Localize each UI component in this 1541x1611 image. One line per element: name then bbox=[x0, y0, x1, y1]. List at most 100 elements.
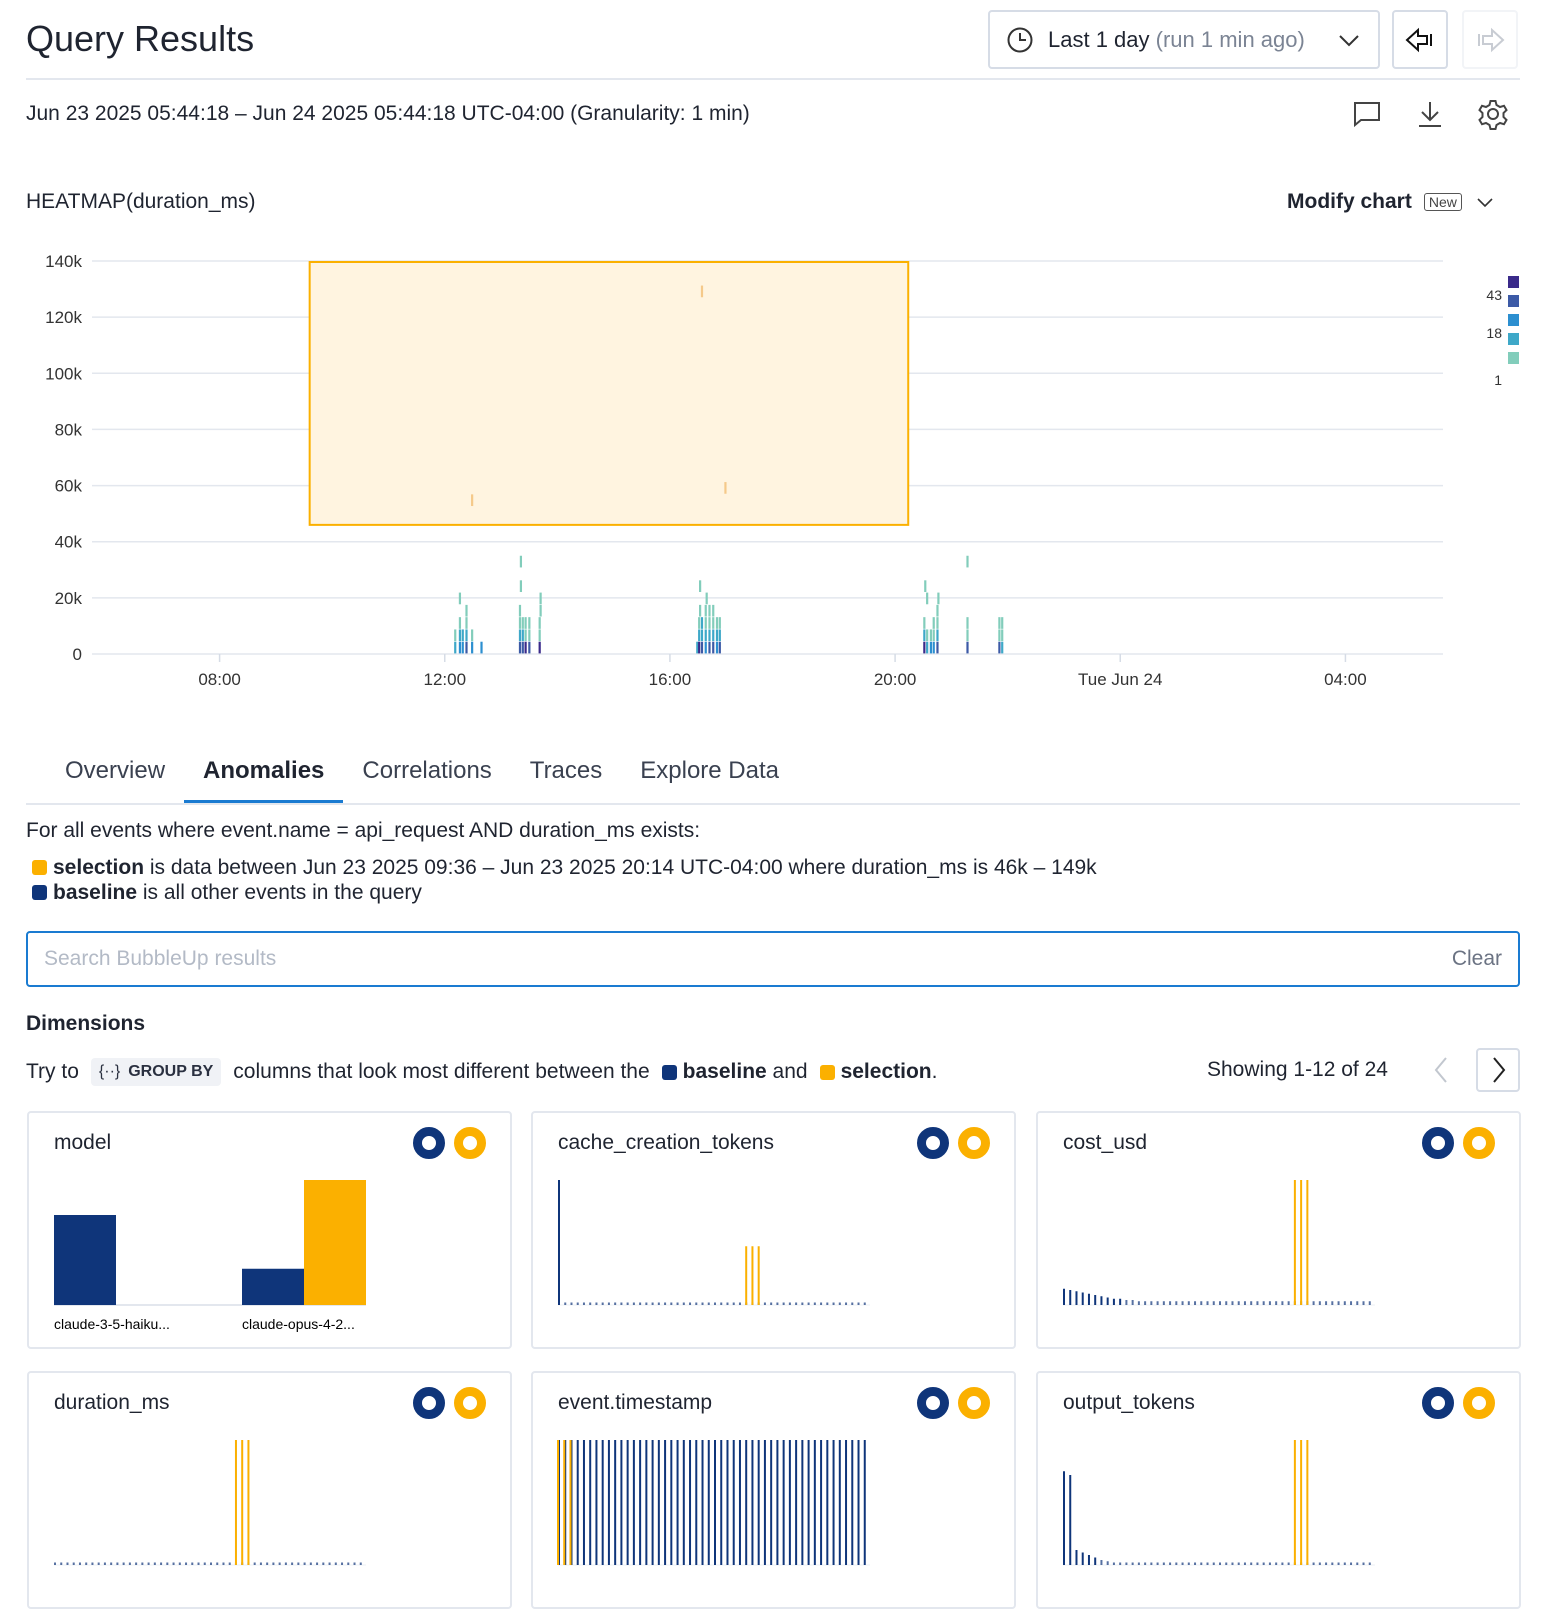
heatmap-cell bbox=[465, 604, 468, 617]
tab-explore-data[interactable]: Explore Data bbox=[640, 757, 780, 784]
heatmap-chart[interactable]: 0 20k 40k 60k 80k 100k 120k 140k 08:00 12:00 16:00… bbox=[0, 240, 1541, 700]
baseline-bar bbox=[1318, 1301, 1321, 1305]
baseline-bar bbox=[210, 1562, 212, 1565]
baseline-swatch bbox=[661, 1064, 677, 1080]
comment-icon[interactable] bbox=[1351, 98, 1383, 130]
baseline-bar bbox=[1106, 1561, 1109, 1565]
baseline-bar bbox=[689, 1440, 692, 1565]
baseline-bar bbox=[1268, 1301, 1271, 1305]
baseline-bar bbox=[1225, 1562, 1228, 1565]
next-page-button[interactable] bbox=[1476, 1048, 1520, 1092]
baseline-bar bbox=[801, 1440, 804, 1565]
heatmap-cell bbox=[966, 617, 969, 629]
clear-button[interactable]: Clear bbox=[1451, 947, 1502, 970]
group-by-hint: Try to {··} GROUP BY columns that look mo… bbox=[26, 1058, 937, 1086]
selection-toggle-icon[interactable] bbox=[454, 1127, 486, 1159]
baseline-bar bbox=[54, 1215, 116, 1305]
baseline-bar bbox=[1256, 1562, 1259, 1565]
selection-toggle-icon[interactable] bbox=[1463, 1127, 1495, 1159]
dimension-card[interactable]: output_tokens bbox=[1036, 1371, 1521, 1609]
baseline-bar bbox=[607, 1440, 610, 1565]
tab-correlations[interactable]: Correlations bbox=[362, 757, 492, 784]
heatmap-cell bbox=[708, 629, 711, 642]
baseline-bar bbox=[626, 1440, 629, 1565]
baseline-bar bbox=[645, 1302, 648, 1305]
baseline-bar bbox=[1181, 1301, 1184, 1305]
baseline-toggle-icon[interactable] bbox=[917, 1127, 949, 1159]
baseline-bar bbox=[222, 1562, 225, 1565]
baseline-toggle-icon[interactable] bbox=[1422, 1387, 1454, 1419]
baseline-bar bbox=[1119, 1562, 1122, 1565]
baseline-bar bbox=[216, 1562, 219, 1565]
baseline-bar bbox=[1368, 1562, 1371, 1565]
heatmap-cell bbox=[528, 641, 531, 654]
dimension-card[interactable]: cost_usd bbox=[1036, 1111, 1521, 1349]
baseline-bar bbox=[1144, 1562, 1147, 1565]
baseline-toggle-icon[interactable] bbox=[413, 1387, 445, 1419]
back-button[interactable] bbox=[1392, 10, 1448, 69]
baseline-bar bbox=[614, 1440, 617, 1565]
search-input[interactable] bbox=[44, 947, 1344, 971]
baseline-bar bbox=[359, 1562, 362, 1565]
baseline-toggle-icon[interactable] bbox=[1422, 1127, 1454, 1159]
baseline-bar bbox=[1150, 1301, 1153, 1305]
selection-toggle-icon[interactable] bbox=[1463, 1387, 1495, 1419]
heatmap-cell bbox=[966, 555, 969, 568]
baseline-bar bbox=[135, 1562, 138, 1565]
baseline-bar bbox=[714, 1302, 716, 1305]
heatmap-cell bbox=[998, 641, 1001, 654]
baseline-bar bbox=[60, 1562, 63, 1565]
prev-page-button[interactable] bbox=[1420, 1048, 1464, 1092]
new-badge: New bbox=[1423, 193, 1462, 211]
baseline-bar bbox=[1194, 1562, 1197, 1565]
dimension-card[interactable]: cache_creation_tokens bbox=[531, 1111, 1016, 1349]
selection-region[interactable] bbox=[308, 261, 910, 526]
gear-icon[interactable] bbox=[1477, 98, 1509, 130]
baseline-bar bbox=[614, 1302, 617, 1305]
modify-chart-button[interactable]: Modify chart New bbox=[1287, 190, 1496, 214]
heatmap-cell bbox=[471, 494, 474, 507]
baseline-bar bbox=[1069, 1290, 1072, 1305]
dimension-card[interactable]: event.timestamp bbox=[531, 1371, 1016, 1609]
baseline-bar bbox=[832, 1440, 835, 1565]
tab-traces[interactable]: Traces bbox=[529, 757, 603, 784]
baseline-bar bbox=[601, 1440, 604, 1565]
baseline-bar bbox=[1337, 1562, 1340, 1565]
baseline-bar bbox=[1231, 1562, 1234, 1565]
time-range-picker[interactable]: Last 1 day (run 1 min ago) bbox=[988, 10, 1380, 69]
heatmap-cell bbox=[926, 592, 929, 605]
dimension-chart bbox=[557, 1440, 870, 1566]
dimension-card[interactable]: duration_ms bbox=[27, 1371, 512, 1609]
download-icon[interactable] bbox=[1414, 98, 1446, 130]
baseline-bar bbox=[838, 1440, 841, 1565]
baseline-bar bbox=[682, 1440, 685, 1565]
baseline-bar bbox=[85, 1562, 88, 1565]
selection-bar bbox=[234, 1440, 237, 1565]
heatmap-cell bbox=[926, 641, 929, 654]
selection-toggle-icon[interactable] bbox=[958, 1387, 990, 1419]
baseline-bar bbox=[1131, 1300, 1134, 1305]
baseline-bar bbox=[66, 1562, 69, 1565]
baseline-toggle-icon[interactable] bbox=[413, 1127, 445, 1159]
group-by-button[interactable]: {··} GROUP BY bbox=[90, 1058, 222, 1086]
dimension-card[interactable]: model claude-3-5-haiku... claude-opus-4-2… bbox=[27, 1111, 512, 1349]
baseline-bar bbox=[651, 1440, 654, 1565]
baseline-bar bbox=[1081, 1292, 1084, 1305]
baseline-bar bbox=[259, 1562, 262, 1565]
dimension-name: cost_usd bbox=[1063, 1131, 1148, 1154]
tab-anomalies[interactable]: Anomalies bbox=[184, 745, 344, 803]
baseline-bar bbox=[595, 1302, 598, 1305]
baseline-toggle-icon[interactable] bbox=[917, 1387, 949, 1419]
baseline-bar bbox=[689, 1302, 692, 1305]
tab-overview[interactable]: Overview bbox=[65, 757, 166, 784]
baseline-bar bbox=[813, 1440, 816, 1565]
heatmap-cell bbox=[718, 629, 721, 642]
clock-icon bbox=[1007, 27, 1033, 52]
legend-label: 1 bbox=[1494, 372, 1502, 388]
selection-description: selection is data between Jun 23 2025 09… bbox=[26, 856, 1097, 880]
selection-toggle-icon[interactable] bbox=[958, 1127, 990, 1159]
selection-word: selection bbox=[53, 856, 145, 879]
baseline-bar bbox=[1356, 1562, 1359, 1565]
selection-toggle-icon[interactable] bbox=[454, 1387, 486, 1419]
forward-button[interactable] bbox=[1462, 10, 1518, 69]
